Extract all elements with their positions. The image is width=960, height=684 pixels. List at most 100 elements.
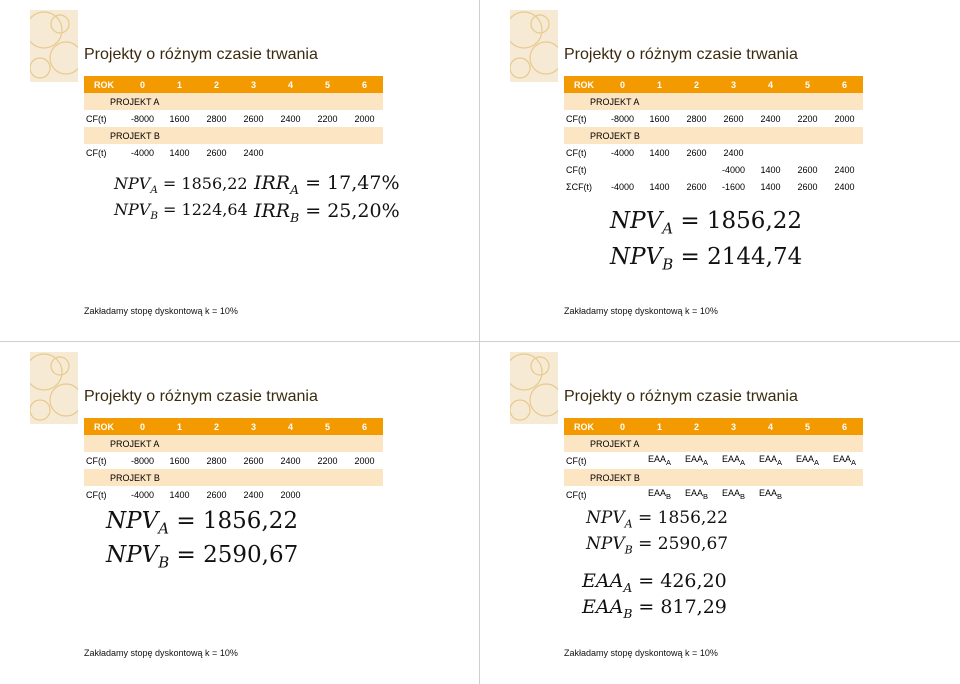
- discount-rate-note: Zakładamy stopę dyskontową k = 10%: [564, 648, 718, 658]
- table-row: CF(t) -4000 1400 2600 2400: [564, 161, 863, 178]
- header-year: 3: [715, 418, 752, 435]
- table-cell: 1600: [641, 110, 678, 127]
- table-cell: 2800: [198, 110, 235, 127]
- table-cell: -4000: [124, 144, 161, 161]
- header-year: 3: [715, 76, 752, 93]
- table-cell: -1600: [715, 178, 752, 195]
- table-cell: [309, 144, 346, 161]
- formula-npv-b: NPVB = 1224,64: [114, 200, 248, 223]
- header-year: 2: [678, 76, 715, 93]
- table-row: CF(t) -8000 1600 2800 2600 2400 2200 2000: [564, 110, 863, 127]
- table-cell: -8000: [124, 452, 161, 469]
- slide-title: Projekty o różnym czasie trwania: [564, 46, 798, 63]
- table-cell: 2000: [826, 110, 863, 127]
- slide-1: Projekty o różnym czasie trwania ROK 0 1 2 3…: [10, 10, 470, 330]
- formula-npv-a: NPVA = 1856,22: [106, 508, 299, 538]
- slide-title: Projekty o różnym czasie trwania: [84, 46, 318, 63]
- table-cell: 1400: [641, 144, 678, 161]
- table-cell: [309, 486, 346, 503]
- header-year: 3: [235, 418, 272, 435]
- table-cell: [604, 161, 641, 178]
- header-year: 5: [309, 76, 346, 93]
- header-year: 1: [161, 418, 198, 435]
- table-cell: -4000: [604, 178, 641, 195]
- table-cell: 2800: [198, 452, 235, 469]
- table-cell: 2400: [752, 110, 789, 127]
- project-label: PROJEKT B: [84, 127, 383, 144]
- formula-npv-b: NPVB = 2144,74: [610, 244, 803, 274]
- header-year: 2: [198, 418, 235, 435]
- table-cell: EAAB: [715, 486, 752, 503]
- project-label: PROJEKT B: [564, 127, 863, 144]
- table-cell: -8000: [124, 110, 161, 127]
- header-label-rok: ROK: [84, 418, 124, 435]
- table-row: ΣCF(t) -4000 1400 2600 -1600 1400 2600 2400: [564, 178, 863, 195]
- table-row: CF(t) -4000 1400 2600 2400 2000: [84, 486, 383, 503]
- table-row: CF(t) -4000 1400 2600 2400: [84, 144, 383, 161]
- table-cell: 2000: [346, 110, 383, 127]
- formula-npv-b: NPVB = 2590,67: [586, 534, 729, 557]
- table-cell: 2600: [789, 161, 826, 178]
- table-cell: [789, 486, 826, 503]
- table-cell: 1400: [752, 161, 789, 178]
- table-header-row: ROK 0 1 2 3 4 5 6: [564, 418, 863, 435]
- table-row: CF(t) -8000 1600 2800 2600 2400 2200 2000: [84, 110, 383, 127]
- table-cell: [346, 144, 383, 161]
- table-cell: [826, 144, 863, 161]
- formula-npv-a: NPVA = 1856,22: [114, 174, 248, 197]
- header-year: 5: [789, 76, 826, 93]
- table-cell: -4000: [715, 161, 752, 178]
- table-cell: EAAA: [789, 452, 826, 469]
- row-label: CF(t): [564, 144, 604, 161]
- slide-title: Projekty o różnym czasie trwania: [84, 388, 318, 405]
- row-label: CF(t): [84, 110, 124, 127]
- table-cell: 2600: [678, 144, 715, 161]
- table-cell: [752, 144, 789, 161]
- table-cell: 2200: [789, 110, 826, 127]
- table-cell: [604, 486, 641, 503]
- header-year: 0: [604, 418, 641, 435]
- header-year: 5: [309, 418, 346, 435]
- header-label-rok: ROK: [84, 76, 124, 93]
- table-cell: 2400: [826, 161, 863, 178]
- table-cell: EAAB: [752, 486, 789, 503]
- table-cell: [346, 486, 383, 503]
- table-cell: 2200: [309, 452, 346, 469]
- table-cell: 2000: [346, 452, 383, 469]
- decorative-graphic: [25, 352, 83, 424]
- table-cell: EAAA: [715, 452, 752, 469]
- formula-npv-b: NPVB = 2590,67: [106, 542, 299, 572]
- header-year: 0: [604, 76, 641, 93]
- header-year: 5: [789, 418, 826, 435]
- decorative-graphic: [505, 10, 563, 82]
- row-label: CF(t): [84, 452, 124, 469]
- project-label: PROJEKT B: [564, 469, 863, 486]
- discount-rate-note: Zakładamy stopę dyskontową k = 10%: [84, 306, 238, 316]
- header-year: 0: [124, 418, 161, 435]
- table-cell: 1600: [161, 110, 198, 127]
- header-year: 4: [272, 418, 309, 435]
- header-year: 2: [198, 76, 235, 93]
- cashflow-table: ROK 0 1 2 3 4 5 6 PROJEKT A CF(t) EAAA EAAA EAAA EAAA…: [564, 418, 863, 503]
- table-cell: 2400: [235, 144, 272, 161]
- formula-irr-b: IRRB = 25,20%: [254, 200, 400, 225]
- table-cell: 2600: [235, 452, 272, 469]
- page-divider-vertical: [479, 0, 480, 684]
- discount-rate-note: Zakładamy stopę dyskontową k = 10%: [564, 306, 718, 316]
- table-cell: [826, 486, 863, 503]
- table-cell: [604, 452, 641, 469]
- cashflow-table: ROK 0 1 2 3 4 5 6 PROJEKT A CF(t) -8000 1600 2800 260…: [84, 418, 383, 503]
- table-cell: [678, 161, 715, 178]
- table-cell: 1400: [161, 486, 198, 503]
- header-year: 1: [641, 76, 678, 93]
- table-cell: -4000: [604, 144, 641, 161]
- table-row: CF(t) EAAA EAAA EAAA EAAA EAAA EAAA: [564, 452, 863, 469]
- slide-2: Projekty o różnym czasie trwania ROK 0 1 2 3…: [490, 10, 950, 330]
- header-year: 2: [678, 418, 715, 435]
- table-header-row: ROK 0 1 2 3 4 5 6: [84, 76, 383, 93]
- table-cell: [641, 161, 678, 178]
- table-cell: [789, 144, 826, 161]
- header-label-rok: ROK: [564, 418, 604, 435]
- header-year: 1: [161, 76, 198, 93]
- table-cell: 2800: [678, 110, 715, 127]
